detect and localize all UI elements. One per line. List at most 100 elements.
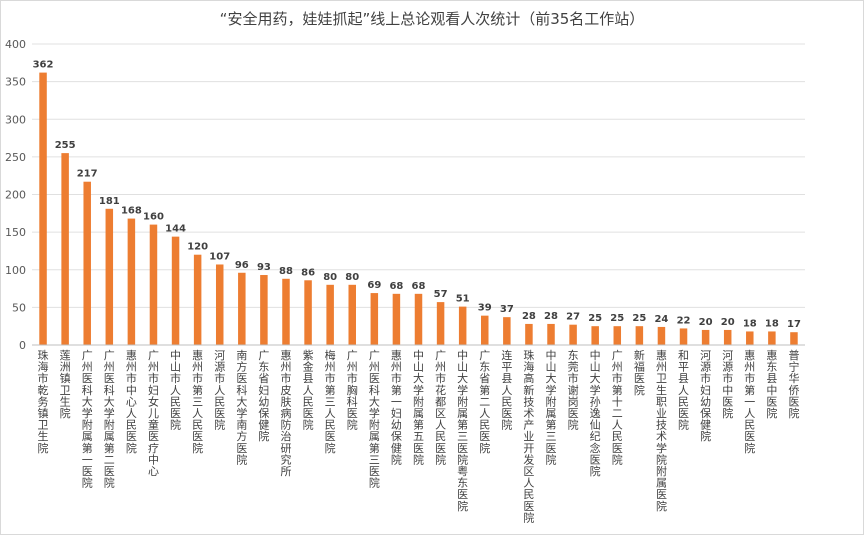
category-label: 中山市人民医院 [170,349,181,432]
data-label: 362 [33,60,54,71]
bar [635,326,644,345]
category-label: 珠海高新技术产业开发区人民医院 [523,348,534,524]
category-label: 惠州卫生职业技术学院附属医院 [656,348,667,513]
bar [525,323,533,345]
category-label: 莲洲镇卫生院 [60,349,71,420]
bar [657,326,666,345]
category-label: 惠州市皮肤病防治研究所 [280,348,291,478]
category-label: 中山大学孙逸仙纪念医院 [590,349,601,478]
data-label: 28 [544,311,558,322]
category-label: 东莞市谢岗医院 [568,349,579,432]
bar [613,326,622,345]
data-label: 68 [412,281,426,292]
bar [547,323,555,345]
bar [701,329,710,345]
bar [746,331,754,345]
y-tick-label: 100 [5,264,26,277]
data-label: 57 [434,289,448,300]
data-label: 17 [787,319,801,330]
bar [569,324,577,345]
bar [790,332,798,345]
y-tick-label: 400 [5,38,26,51]
data-label: 86 [301,267,315,278]
bar [591,326,599,345]
category-label: 广州医科大学附属第三医院 [369,349,380,490]
bar [238,272,246,345]
y-tick-label: 150 [5,226,26,239]
category-label: 广东省第二人民医院 [479,349,490,455]
category-label: 梅州市第三人民医院 [325,348,336,455]
category-label: 河源市人民医院 [214,349,225,432]
data-label: 37 [500,304,514,315]
data-label: 28 [522,311,536,322]
bar [392,293,401,345]
data-label: 160 [143,212,164,223]
category-label: 河源市中医院 [722,349,733,420]
bar [215,264,224,345]
data-label: 18 [765,318,779,329]
data-label: 107 [209,251,230,262]
data-label: 18 [743,318,757,329]
category-label: 惠州市第三人民医院 [192,348,203,455]
y-tick-label: 0 [19,339,26,352]
data-label: 27 [566,312,580,323]
bar [503,317,511,345]
bar [105,208,114,345]
data-label: 20 [721,317,735,328]
data-label: 181 [99,196,120,207]
category-label: 普宁华侨医院 [788,348,799,420]
data-label: 120 [187,242,208,253]
category-label: 广东省妇幼保健院 [258,349,269,443]
category-label: 河源市妇幼保健院 [700,349,711,443]
data-label: 25 [588,313,602,324]
data-label: 25 [610,313,624,324]
category-label: 惠州市第一妇幼保健院 [391,348,402,466]
category-label: 广州市胸科医院 [347,349,358,432]
y-tick-label: 300 [5,113,26,126]
category-label: 中山大学附属第五医院 [413,349,424,466]
bar [282,278,290,345]
y-tick-label: 250 [5,151,26,164]
bar [723,329,732,345]
bar [414,293,423,345]
category-label: 广州医科大学附属第一医院 [82,349,93,490]
y-tick-label: 350 [5,76,26,89]
bar [260,275,268,345]
category-label: 惠东县中医院 [766,348,777,420]
category-label: 连平县人民医院 [501,349,512,432]
bar [436,302,445,345]
y-axis-ticks: 0 50 100 150 200 250 300 350 400 [5,38,26,352]
category-label: 广州市妇女儿童医疗中心 [148,349,159,478]
bar [171,236,180,345]
category-label: 广州市花都区人民医院 [435,349,446,466]
chart-title: “安全用药，娃娃抓起”线上总论观看人次统计（前35名工作站） [219,10,645,28]
bar [458,306,467,345]
bar [149,224,158,345]
bars [39,72,798,345]
y-tick-label: 50 [12,301,26,314]
category-label: 新福医院 [634,348,645,397]
data-label: 69 [367,280,381,291]
category-label: 广州医科大学附属第二医院 [104,349,115,490]
data-label: 51 [456,294,470,305]
bar [127,218,136,345]
bar [326,284,334,345]
category-label: 广州市第十二人民医院 [612,349,623,466]
category-label: 紫金县人民医院 [303,349,314,432]
bar [39,72,47,345]
data-label: 22 [677,315,691,326]
data-label: 144 [165,224,186,235]
data-label: 25 [632,313,646,324]
data-label: 20 [699,317,713,328]
bar [193,254,202,345]
category-label: 珠海市乾务镇卫生院 [38,348,49,455]
data-label: 255 [55,140,76,151]
category-label: 中山大学附属第三医院粤东医院 [457,349,468,513]
bar [370,293,379,345]
data-label: 93 [257,262,271,273]
bar [304,280,312,345]
